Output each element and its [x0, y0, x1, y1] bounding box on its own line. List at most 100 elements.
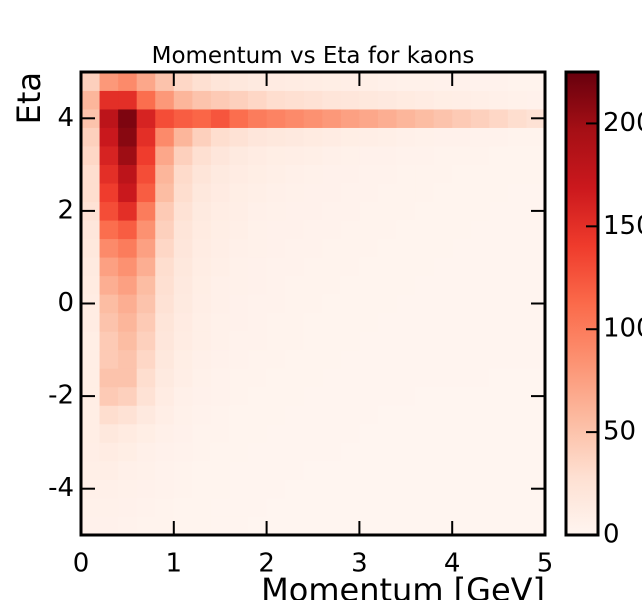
heatmap-cell	[210, 294, 230, 314]
heatmap-cell	[340, 72, 360, 91]
heatmap-cell	[470, 368, 490, 388]
heatmap-cell	[229, 275, 249, 295]
heatmap-cell	[340, 479, 360, 499]
heatmap-cell	[340, 331, 360, 351]
heatmap-cell	[229, 386, 249, 406]
heatmap-cell	[489, 220, 509, 240]
heatmap-cell	[470, 146, 490, 165]
heatmap-cell	[359, 460, 379, 480]
heatmap-cell	[303, 201, 323, 221]
heatmap-cell	[229, 349, 249, 369]
heatmap-cell	[210, 479, 230, 499]
heatmap-cell	[452, 183, 472, 203]
heatmap-cell	[285, 312, 305, 332]
heatmap-cell	[303, 127, 323, 147]
heatmap-cell	[526, 90, 546, 110]
heatmap-cell	[396, 312, 416, 332]
heatmap-cell	[118, 109, 138, 128]
heatmap-cell	[396, 405, 416, 425]
heatmap-cell	[396, 368, 416, 388]
heatmap-cell	[210, 201, 230, 221]
heatmap-cell	[452, 460, 472, 480]
heatmap-cell	[396, 220, 416, 240]
heatmap-cell	[470, 109, 490, 128]
heatmap-cell	[452, 442, 472, 462]
heatmap-cell	[322, 497, 342, 517]
heatmap-cell	[415, 312, 435, 332]
heatmap-cell	[118, 405, 138, 425]
heatmap-cell	[285, 460, 305, 480]
heatmap-cell	[192, 127, 212, 147]
heatmap-cell	[489, 146, 509, 165]
heatmap-cell	[322, 220, 342, 240]
heatmap-cell	[266, 497, 286, 517]
heatmap-cell	[118, 257, 138, 277]
heatmap-cell	[155, 349, 175, 369]
heatmap-cell	[322, 127, 342, 147]
heatmap-cell	[340, 294, 360, 314]
heatmap-cell	[118, 201, 138, 221]
heatmap-cell	[396, 386, 416, 406]
heatmap-cell	[266, 109, 286, 128]
colorbar-tick-label: 0	[603, 520, 620, 550]
x-tick-label: 3	[351, 549, 368, 579]
heatmap-cell	[173, 127, 193, 147]
heatmap-cell	[526, 460, 546, 480]
heatmap-cell	[396, 238, 416, 258]
heatmap-cell	[210, 183, 230, 203]
heatmap-cell	[99, 331, 119, 351]
heatmap-cell	[359, 294, 379, 314]
heatmap-cell	[210, 146, 230, 165]
heatmap-cell	[155, 294, 175, 314]
heatmap-cell	[81, 442, 100, 462]
heatmap-cell	[396, 349, 416, 369]
heatmap-cell	[359, 479, 379, 499]
heatmap-cell	[99, 72, 119, 91]
heatmap-cell	[248, 164, 267, 184]
heatmap-cell	[396, 423, 416, 443]
heatmap-cell	[248, 257, 267, 277]
heatmap-cell	[118, 386, 138, 406]
heatmap-cell	[99, 386, 119, 406]
heatmap-cell	[377, 220, 397, 240]
heatmap-cell	[377, 516, 397, 536]
heatmap-cell	[155, 109, 175, 128]
heatmap-cell	[433, 331, 453, 351]
heatmap-cell	[266, 257, 286, 277]
heatmap-cell	[359, 220, 379, 240]
heatmap-cell	[303, 109, 323, 128]
heatmap-cell	[396, 516, 416, 536]
heatmap-cell	[470, 516, 490, 536]
heatmap-cell	[285, 442, 305, 462]
heatmap-cell	[248, 109, 267, 128]
heatmap-cell	[266, 405, 286, 425]
heatmap-cell	[99, 368, 119, 388]
heatmap-cell	[248, 238, 267, 258]
heatmap-cell	[173, 479, 193, 499]
heatmap-cell	[433, 349, 453, 369]
heatmap-cell	[99, 90, 119, 110]
heatmap-cell	[136, 90, 156, 110]
heatmap-cell	[99, 516, 119, 536]
heatmap-cell	[99, 164, 119, 184]
heatmap-cell	[526, 331, 546, 351]
heatmap-cell	[396, 294, 416, 314]
heatmap-cell	[99, 479, 119, 499]
heatmap-cell	[81, 368, 100, 388]
heatmap-cell	[415, 442, 435, 462]
heatmap-cell	[81, 127, 100, 147]
heatmap-cell	[210, 423, 230, 443]
heatmap-cell	[396, 479, 416, 499]
x-tick-label: 4	[444, 549, 461, 579]
heatmap-cell	[303, 331, 323, 351]
heatmap-cell	[229, 405, 249, 425]
heatmap-cell	[285, 479, 305, 499]
heatmap-cell	[192, 497, 212, 517]
heatmap-cell	[173, 90, 193, 110]
heatmap-cell	[359, 90, 379, 110]
heatmap-cell	[81, 238, 100, 258]
heatmap-cell	[81, 220, 100, 240]
heatmap-cell	[322, 294, 342, 314]
